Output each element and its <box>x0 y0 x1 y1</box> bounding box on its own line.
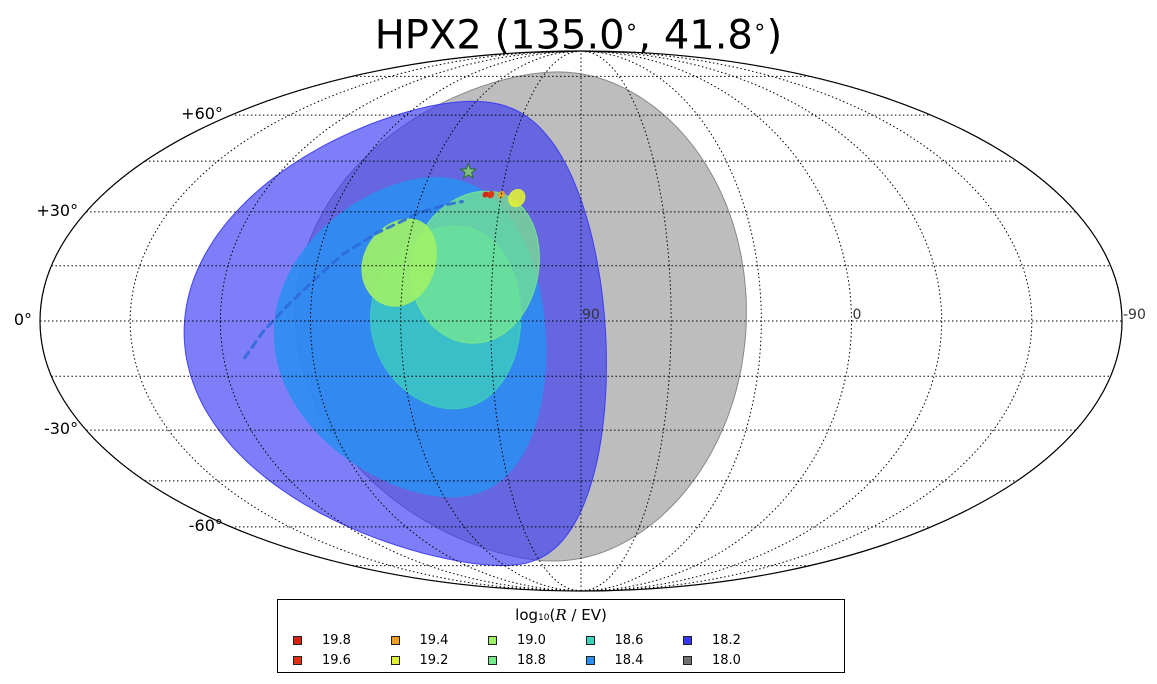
legend-swatch <box>293 656 302 665</box>
region-19-6 <box>487 191 495 199</box>
region-19-8 <box>482 191 489 198</box>
lon-tick-label: -90 <box>1123 307 1146 323</box>
legend-swatch <box>683 636 692 645</box>
legend-label: 19.8 <box>322 633 351 648</box>
legend-swatch <box>683 656 692 665</box>
meridian-line <box>129 51 582 591</box>
meridian-line <box>580 51 672 591</box>
confidence-regions <box>183 71 747 567</box>
lat-tick-label: -60° <box>188 515 223 535</box>
legend-swatch <box>488 656 497 665</box>
legend-label: 18.2 <box>712 633 741 648</box>
legend-swatch <box>293 636 302 645</box>
source-marker-group <box>459 162 478 180</box>
legend-label: 19.4 <box>419 633 449 648</box>
chart-title: HPX2 (135.0∘, 41.8∘) <box>374 12 783 59</box>
source-star-marker <box>459 162 478 180</box>
graticule-grid <box>40 51 1122 591</box>
meridian-line <box>580 51 943 591</box>
region-19-0 <box>361 218 437 307</box>
event-track <box>243 200 464 360</box>
lon-tick-label: 90 <box>582 307 600 323</box>
legend-label: 18.8 <box>517 653 546 668</box>
region-19-4 <box>497 191 505 199</box>
legend-swatch <box>390 636 400 645</box>
meridian-line <box>309 51 582 591</box>
legend-label: 18.0 <box>712 653 741 668</box>
meridian-line <box>580 51 853 591</box>
region-19-2 <box>508 189 526 208</box>
event-track-line <box>243 200 464 360</box>
meridian-line <box>219 51 582 591</box>
meridian-line <box>400 51 582 591</box>
lat-tick-label: +30° <box>36 200 79 220</box>
lat-tick-label: -30° <box>43 419 79 439</box>
lon-tick-label: 0 <box>852 307 862 323</box>
lat-tick-label: 0° <box>13 310 32 329</box>
meridian-line <box>490 51 582 591</box>
legend: log10(R / EV) 19.8 19.6 19.4 19.2 19.0 18.8 18… <box>277 599 845 673</box>
meridian-line <box>580 51 1033 591</box>
legend-swatch <box>488 636 497 645</box>
lat-tick-label: +60° <box>181 104 223 124</box>
legend-title: log10(R / EV) <box>515 606 607 624</box>
legend-label: 19.0 <box>517 633 546 648</box>
meridian-line <box>580 51 762 591</box>
legend-swatch <box>585 636 595 645</box>
legend-label: 18.6 <box>614 633 644 648</box>
legend-label: 19.2 <box>419 653 449 668</box>
legend-label: 19.6 <box>322 653 351 668</box>
legend-swatch <box>585 656 595 665</box>
legend-swatch <box>390 656 400 665</box>
sky-boundary <box>39 50 1123 592</box>
legend-label: 18.4 <box>614 653 644 668</box>
